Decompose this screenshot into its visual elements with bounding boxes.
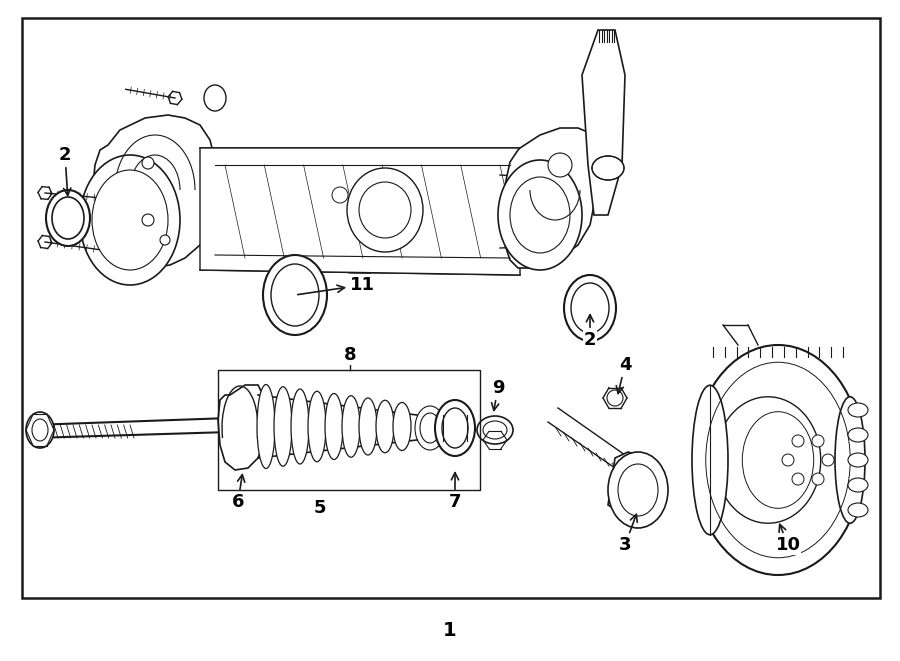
Text: 1: 1: [443, 621, 457, 639]
Text: 7: 7: [449, 473, 461, 511]
Ellipse shape: [812, 473, 824, 485]
Ellipse shape: [257, 385, 275, 469]
Ellipse shape: [483, 421, 507, 439]
Ellipse shape: [592, 156, 624, 180]
Ellipse shape: [607, 390, 623, 406]
Ellipse shape: [435, 400, 475, 456]
Ellipse shape: [692, 385, 728, 535]
Ellipse shape: [848, 478, 868, 492]
Ellipse shape: [376, 401, 394, 453]
Polygon shape: [608, 452, 658, 520]
Ellipse shape: [835, 397, 865, 524]
Ellipse shape: [142, 157, 154, 169]
Polygon shape: [200, 148, 520, 275]
Text: 8: 8: [344, 346, 356, 364]
Ellipse shape: [498, 160, 582, 270]
Ellipse shape: [848, 403, 868, 417]
Ellipse shape: [332, 187, 348, 203]
Ellipse shape: [393, 403, 411, 451]
Ellipse shape: [564, 275, 616, 341]
Ellipse shape: [792, 473, 804, 485]
Ellipse shape: [359, 182, 411, 238]
Ellipse shape: [271, 264, 319, 326]
Text: 5: 5: [314, 499, 326, 517]
Ellipse shape: [32, 419, 48, 441]
Ellipse shape: [26, 412, 54, 448]
Ellipse shape: [325, 393, 343, 459]
Ellipse shape: [420, 413, 440, 443]
Text: 11: 11: [298, 276, 375, 295]
Ellipse shape: [782, 454, 794, 466]
Ellipse shape: [46, 190, 90, 246]
Ellipse shape: [477, 416, 513, 444]
Ellipse shape: [92, 170, 168, 270]
Ellipse shape: [342, 396, 360, 457]
Text: 2: 2: [58, 146, 71, 196]
Ellipse shape: [792, 435, 804, 447]
Ellipse shape: [442, 408, 468, 448]
Ellipse shape: [608, 452, 668, 528]
Ellipse shape: [822, 454, 834, 466]
Ellipse shape: [812, 435, 824, 447]
Ellipse shape: [347, 168, 423, 252]
Polygon shape: [218, 385, 263, 470]
Ellipse shape: [848, 428, 868, 442]
Text: 3: 3: [619, 514, 637, 554]
Ellipse shape: [308, 391, 326, 462]
Ellipse shape: [548, 153, 572, 177]
Ellipse shape: [263, 255, 327, 335]
Bar: [22, 18, 880, 598]
Bar: [218, 370, 480, 490]
Ellipse shape: [359, 398, 377, 455]
Ellipse shape: [618, 464, 658, 516]
Text: 4: 4: [616, 356, 631, 393]
Text: 6: 6: [232, 475, 245, 511]
Polygon shape: [503, 128, 595, 268]
Polygon shape: [93, 115, 215, 268]
Ellipse shape: [571, 283, 609, 333]
Ellipse shape: [510, 177, 570, 253]
Ellipse shape: [52, 197, 84, 239]
Polygon shape: [582, 30, 625, 215]
Ellipse shape: [848, 453, 868, 467]
Text: 10: 10: [776, 524, 800, 554]
Ellipse shape: [142, 214, 154, 226]
Ellipse shape: [274, 387, 292, 466]
Text: 9: 9: [491, 379, 504, 410]
Ellipse shape: [160, 235, 170, 245]
Ellipse shape: [693, 345, 863, 575]
Ellipse shape: [204, 85, 226, 111]
Ellipse shape: [80, 155, 180, 285]
Ellipse shape: [848, 503, 868, 517]
Text: 2: 2: [584, 315, 596, 349]
Ellipse shape: [716, 397, 821, 524]
Ellipse shape: [291, 389, 309, 464]
